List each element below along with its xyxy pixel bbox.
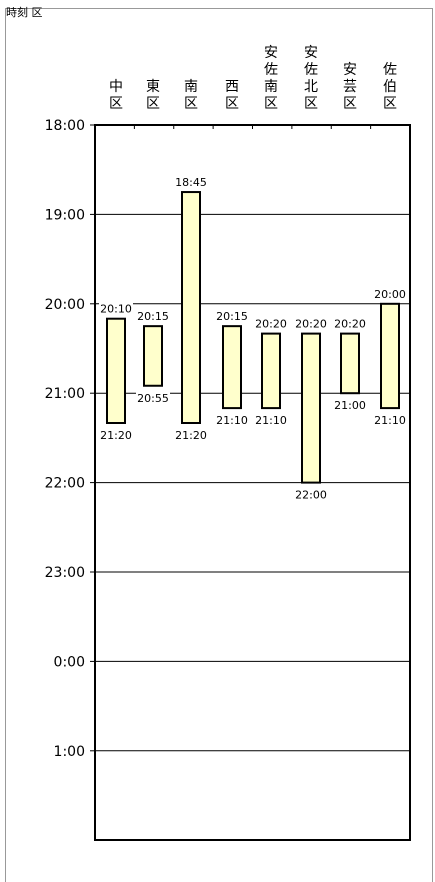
range-bar bbox=[106, 317, 126, 425]
end-time-label: 21:20 bbox=[175, 429, 207, 442]
category-label: 南 bbox=[264, 79, 278, 95]
category-label: 区 bbox=[225, 96, 239, 112]
data-label-bg bbox=[174, 175, 208, 189]
start-time-label: 18:45 bbox=[175, 176, 207, 189]
category-label: 区 bbox=[264, 96, 278, 112]
start-time-label: 20:20 bbox=[295, 318, 327, 331]
category-label: 区 bbox=[109, 96, 123, 112]
end-time-label: 21:10 bbox=[374, 414, 406, 427]
category-label: 伯 bbox=[383, 79, 397, 95]
data-label-bg bbox=[215, 413, 249, 427]
category-label: 北 bbox=[304, 79, 318, 95]
data-label-bg bbox=[99, 301, 133, 315]
data-label-bg bbox=[136, 390, 170, 404]
y-tick-label: 22:00 bbox=[45, 476, 85, 492]
category-label: 芸 bbox=[343, 79, 357, 95]
data-label-bg bbox=[373, 413, 407, 427]
category-label: 区 bbox=[146, 96, 160, 112]
category-label: 佐 bbox=[264, 62, 278, 78]
end-time-label: 21:10 bbox=[216, 414, 248, 427]
start-time-label: 20:10 bbox=[100, 303, 132, 316]
data-label-bg bbox=[136, 309, 170, 323]
data-label-bg bbox=[215, 309, 249, 323]
category-label: 区 bbox=[383, 96, 397, 112]
top-label: 時刻 区 bbox=[6, 6, 43, 19]
category-label: 東 bbox=[146, 79, 160, 95]
chart-frame: 時刻 区 bbox=[5, 6, 433, 882]
y-tick-label: 18:00 bbox=[45, 118, 85, 134]
y-tick-label: 20:00 bbox=[45, 297, 85, 313]
data-label-bg bbox=[333, 316, 367, 330]
range-bar bbox=[301, 332, 321, 484]
category-label: 区 bbox=[343, 96, 357, 112]
start-time-label: 20:20 bbox=[255, 318, 287, 331]
category-label: 西 bbox=[225, 79, 239, 95]
data-label-bg bbox=[373, 286, 407, 300]
category-label: 南 bbox=[184, 79, 198, 95]
category-label: 安 bbox=[304, 45, 318, 61]
y-tick-label: 21:00 bbox=[45, 386, 85, 402]
range-bar bbox=[181, 191, 201, 424]
start-time-label: 20:00 bbox=[374, 288, 406, 301]
end-time-label: 20:55 bbox=[137, 392, 169, 405]
y-tick-label: 0:00 bbox=[54, 654, 85, 670]
data-label-bg bbox=[294, 487, 328, 501]
y-tick-label: 23:00 bbox=[45, 565, 85, 581]
data-label-bg bbox=[99, 428, 133, 441]
y-tick-label: 19:00 bbox=[45, 207, 85, 223]
start-time-label: 20:15 bbox=[216, 310, 248, 323]
category-label: 中 bbox=[109, 79, 123, 95]
data-label-bg bbox=[294, 316, 328, 330]
category-label: 区 bbox=[184, 96, 198, 112]
data-label-bg bbox=[254, 316, 288, 330]
start-time-label: 20:15 bbox=[137, 310, 169, 323]
category-label: 佐 bbox=[304, 62, 318, 78]
category-label: 佐 bbox=[383, 62, 397, 78]
end-time-label: 22:00 bbox=[295, 489, 327, 502]
category-label: 安 bbox=[343, 62, 357, 78]
category-label: 区 bbox=[304, 96, 318, 112]
data-label-bg bbox=[333, 398, 367, 412]
y-tick-label: 1:00 bbox=[54, 744, 85, 760]
range-bar bbox=[340, 332, 360, 395]
range-bar bbox=[261, 332, 281, 410]
range-bar bbox=[143, 325, 163, 387]
start-time-label: 20:20 bbox=[334, 318, 366, 331]
data-label-bg bbox=[254, 413, 288, 427]
range-bar bbox=[380, 302, 400, 410]
category-label: 安 bbox=[264, 45, 278, 61]
range-bar bbox=[222, 325, 242, 410]
end-time-label: 21:20 bbox=[100, 429, 132, 442]
data-label-bg bbox=[174, 428, 208, 441]
end-time-label: 21:10 bbox=[255, 414, 287, 427]
end-time-label: 21:00 bbox=[334, 399, 366, 412]
